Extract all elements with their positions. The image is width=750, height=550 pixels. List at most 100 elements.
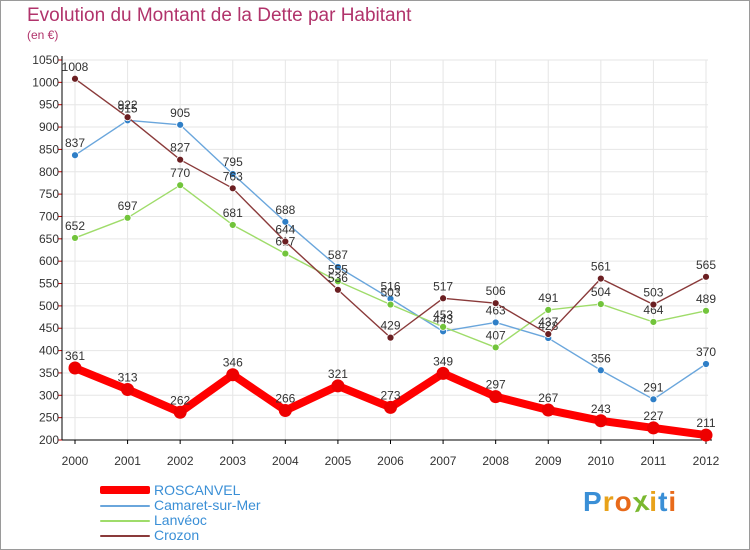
data-point	[334, 263, 342, 271]
data-point	[594, 414, 608, 428]
data-point	[646, 421, 660, 435]
data-point	[281, 217, 290, 226]
y-tick-label: 750	[39, 187, 59, 201]
legend-swatch	[100, 520, 150, 522]
data-point	[699, 428, 713, 442]
data-label: 681	[223, 206, 243, 220]
data-label: 361	[65, 349, 85, 363]
data-label: 429	[380, 319, 400, 333]
x-tick-label: 2003	[219, 454, 246, 468]
y-tick-label: 500	[39, 299, 59, 313]
data-point	[173, 405, 187, 419]
data-label: 561	[591, 260, 611, 274]
x-tick-label: 2002	[167, 454, 194, 468]
data-label: 227	[643, 409, 663, 423]
data-point	[649, 318, 658, 326]
y-tick-label: 700	[39, 209, 59, 223]
series-crozon: 1008 922 827 763 644 536 429 517 506 437 561 503 565	[62, 60, 716, 342]
data-point	[121, 382, 135, 396]
data-label: 827	[170, 141, 190, 155]
y-tick-label: 550	[39, 277, 59, 291]
data-point	[702, 360, 710, 368]
legend-label: Lanvéoc	[154, 512, 207, 528]
x-tick-label: 2000	[62, 454, 89, 468]
data-label: 587	[328, 248, 348, 262]
data-point	[123, 113, 132, 122]
data-label: 795	[223, 155, 243, 169]
chart-title: Evolution du Montant de la Dette par Hab…	[27, 5, 412, 26]
data-label: 503	[643, 286, 663, 300]
data-label: 273	[380, 388, 400, 402]
data-label: 291	[643, 380, 663, 394]
data-point	[596, 366, 605, 375]
data-label: 211	[696, 416, 715, 430]
data-label: 491	[538, 291, 558, 305]
data-point	[702, 306, 710, 315]
logo-letter: i	[668, 486, 678, 517]
y-tick-label: 200	[39, 433, 59, 447]
y-tick-label: 250	[39, 411, 59, 425]
data-point	[228, 221, 237, 229]
data-point	[71, 74, 79, 83]
data-point	[596, 300, 605, 308]
data-label: 506	[486, 284, 506, 298]
data-point	[386, 300, 395, 309]
data-point	[71, 151, 79, 160]
data-label: 517	[433, 279, 453, 293]
logo-letter: P	[583, 486, 603, 517]
data-label: 922	[118, 98, 138, 112]
y-tick-label: 900	[39, 120, 59, 134]
data-label: 243	[591, 402, 611, 416]
data-point	[228, 170, 237, 178]
data-label: 652	[65, 219, 85, 233]
data-label: 407	[486, 328, 506, 342]
x-tick-label: 2001	[114, 454, 141, 468]
data-label: 464	[643, 303, 663, 317]
data-point	[176, 120, 185, 129]
data-point	[596, 274, 605, 283]
data-point	[491, 299, 500, 308]
data-point	[544, 330, 553, 338]
series-roscanvel: 361 313 262 346 266 321 273 349 297 267 243 227 211	[65, 349, 716, 442]
x-tick-label: 2006	[377, 454, 404, 468]
data-label: 915	[118, 101, 138, 115]
y-tick-label: 1050	[32, 53, 59, 67]
data-label: 321	[328, 367, 348, 381]
legend-swatch	[100, 535, 150, 537]
data-point	[491, 318, 500, 327]
data-point	[226, 368, 240, 382]
y-tick-label: 850	[39, 142, 59, 156]
legend-swatch	[100, 486, 150, 494]
data-label: 504	[591, 285, 611, 299]
data-label: 370	[696, 345, 716, 359]
data-point	[334, 277, 342, 286]
data-label: 555	[328, 262, 348, 276]
data-label: 453	[433, 308, 453, 322]
y-tick-label: 1000	[32, 75, 59, 89]
data-point	[176, 155, 185, 164]
y-tick-label: 350	[39, 366, 59, 380]
logo-letter: r	[602, 486, 615, 517]
legend-label: Camaret-sur-Mer	[154, 497, 261, 513]
data-point	[278, 403, 292, 417]
y-tick-label: 400	[39, 344, 59, 358]
logo-letter: i	[649, 486, 659, 517]
x-tick-label: 2010	[587, 454, 614, 468]
x-tick-label: 2012	[693, 454, 720, 468]
x-tick-label: 2007	[430, 454, 457, 468]
data-point	[68, 361, 82, 375]
data-point	[541, 403, 555, 417]
data-label: 262	[170, 393, 190, 407]
data-label: 565	[696, 258, 716, 272]
data-label: 697	[118, 199, 138, 213]
data-label: 313	[118, 370, 138, 384]
y-tick-label: 800	[39, 165, 59, 179]
x-tick-label: 2004	[272, 454, 299, 468]
y-tick-label: 450	[39, 321, 59, 335]
data-label: 266	[275, 391, 295, 405]
data-label: 428	[538, 319, 558, 333]
data-point	[386, 333, 395, 342]
x-tick-label: 2005	[325, 454, 352, 468]
data-label: 297	[486, 378, 506, 392]
